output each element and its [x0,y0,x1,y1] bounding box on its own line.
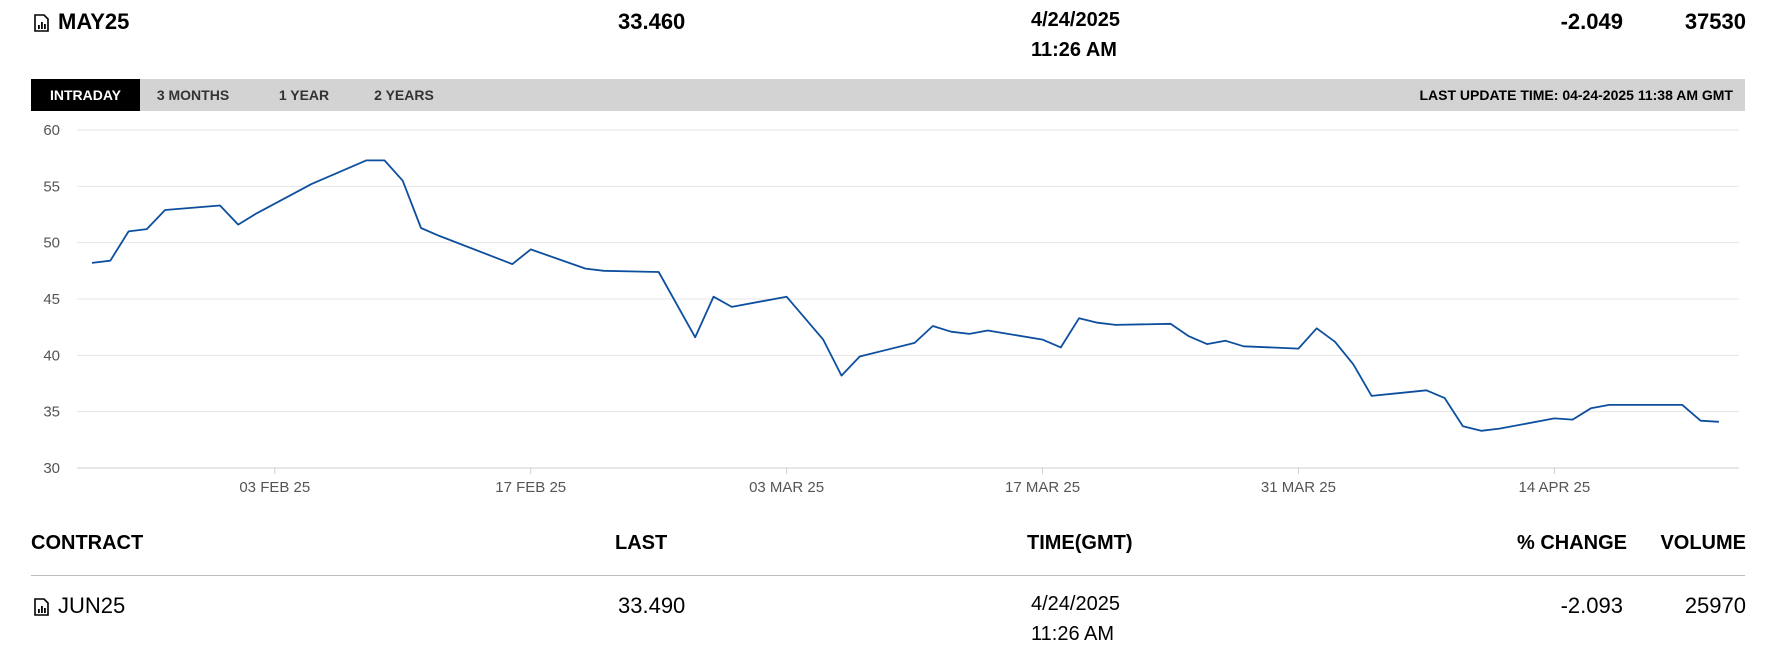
col-header-pct-change: % CHANGE [1516,532,1627,554]
row-volume: 25970 [1684,593,1746,618]
y-tick-label: 45 [43,291,60,308]
y-tick-label: 55 [43,178,60,195]
col-header-contract: CONTRACT [31,532,144,554]
row-time: 11:26 AM [1031,623,1115,645]
row-contract[interactable]: JUN25 [58,593,126,618]
row-last: 33.490 [618,593,686,618]
last-update-time: LAST UPDATE TIME: 04-24-2025 11:38 AM GM… [1419,87,1733,103]
x-axis: 03 FEB 25 17 FEB 25 03 MAR 25 17 MAR 25 31 M… [239,468,1590,496]
y-tick-label: 35 [43,404,60,421]
y-tick-label: 30 [43,460,60,477]
header-date: 4/24/2025 [1031,9,1120,31]
y-tick-label: 40 [43,347,60,364]
col-header-last: LAST [615,532,668,554]
price-line-chart: 30 35 40 45 50 55 60 03 FEB 25 17 FEB 25 03 MAR … [43,122,1739,496]
range-tab-bar: INTRADAY 3 MONTHS 1 YEAR 2 YEARS LAST UP… [31,79,1745,111]
header-last: 33.460 [618,9,686,34]
x-tick-label: 17 MAR 25 [1005,479,1080,496]
x-tick-label: 17 FEB 25 [495,479,566,496]
tab-1-year[interactable]: 1 YEAR [278,87,330,103]
x-tick-label: 31 MAR 25 [1261,479,1336,496]
y-tick-label: 60 [43,122,60,139]
chart-grid [77,129,1739,469]
header-time: 11:26 AM [1031,39,1117,61]
col-header-volume: VOLUME [1660,532,1746,554]
series-lines [91,159,1719,432]
header-contract[interactable]: MAY25 [58,9,130,34]
x-tick-label: 14 APR 25 [1518,479,1590,496]
header-volume: 37530 [1684,9,1746,34]
tab-3-months[interactable]: 3 MONTHS [156,87,230,103]
header-pct-change: -2.049 [1560,9,1623,34]
col-header-time: TIME(GMT) [1027,532,1133,554]
x-tick-label: 03 MAR 25 [749,479,824,496]
series-line-0 [91,159,1719,432]
tab-2-years[interactable]: 2 YEARS [374,87,434,103]
table-divider [31,575,1745,576]
chart-doc-icon[interactable] [34,598,49,616]
y-tick-label: 50 [43,235,60,252]
row-pct-change: -2.093 [1560,593,1623,618]
tab-intraday[interactable]: INTRADAY [31,79,140,111]
chart-doc-icon[interactable] [34,14,49,32]
x-tick-label: 03 FEB 25 [239,479,310,496]
row-date: 4/24/2025 [1031,593,1120,615]
y-axis: 30 35 40 45 50 55 60 [43,122,60,477]
